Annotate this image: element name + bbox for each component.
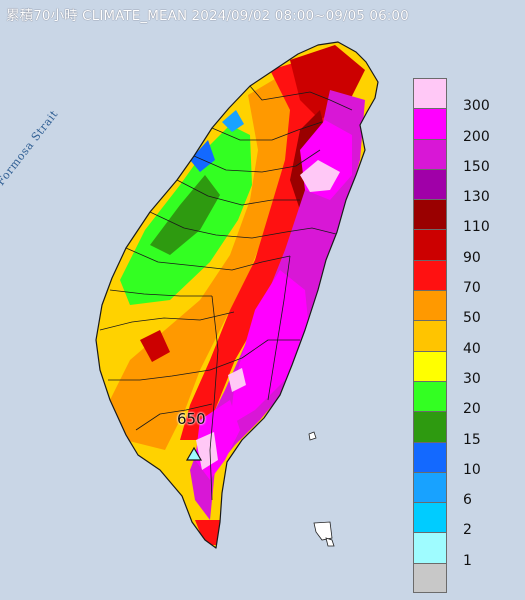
legend-swatch: [413, 562, 447, 594]
legend-row: 300: [413, 78, 513, 114]
legend-row: 90: [413, 229, 513, 266]
legend-row: 6: [413, 471, 513, 508]
legend-label: 200: [463, 128, 490, 145]
legend-swatch: [413, 259, 447, 291]
legend-label: 2: [463, 522, 472, 539]
zone-red-southtip: [195, 520, 222, 545]
legend-row: [413, 562, 513, 594]
legend-swatch: [413, 532, 447, 563]
zone-pink-central: [228, 368, 246, 392]
legend-label: 10: [463, 461, 481, 478]
legend-swatch: [413, 441, 447, 472]
legend-row: 40: [413, 320, 513, 357]
legend-swatch: [413, 78, 447, 109]
legend-label: 70: [463, 280, 481, 297]
legend-label: 15: [463, 431, 481, 448]
rainfall-legend: 300 200 150 130 110 90 70 50 40 30 20 15 10 6 2 1: [413, 78, 513, 594]
legend-swatch: [413, 502, 447, 533]
legend-swatch: [413, 108, 447, 139]
green-island: [308, 431, 317, 441]
little-orchid-island: [325, 537, 335, 547]
legend-swatch: [413, 168, 447, 200]
legend-label: 6: [463, 492, 472, 509]
legend-swatch: [413, 411, 447, 442]
legend-label: 1: [463, 552, 472, 569]
legend-row: 70: [413, 259, 513, 296]
legend-row: 30: [413, 350, 513, 387]
legend-row: 150: [413, 138, 513, 175]
legend-swatch: [413, 320, 447, 351]
legend-swatch: [413, 290, 447, 321]
triangle-marker-icon: [185, 446, 203, 461]
legend-swatch: [413, 471, 447, 503]
legend-swatch: [413, 229, 447, 260]
zone-pink-north: [300, 160, 340, 192]
legend-row: 10: [413, 441, 513, 478]
legend-row: 2: [413, 502, 513, 538]
zone-blue-hsinchu: [190, 140, 215, 172]
legend-swatch: [413, 199, 447, 230]
legend-row: 20: [413, 380, 513, 417]
legend-row: 50: [413, 290, 513, 326]
legend-row: 15: [413, 411, 513, 448]
legend-swatch: [413, 380, 447, 412]
max-marker: [185, 446, 203, 461]
legend-row: 110: [413, 199, 513, 235]
legend-label: 50: [463, 310, 481, 327]
legend-swatch: [413, 350, 447, 381]
offshore-islands: [308, 431, 335, 547]
legend-row: 130: [413, 168, 513, 205]
max-rainfall-label: 650: [177, 410, 206, 428]
county-borders: [95, 41, 379, 549]
legend-row: 200: [413, 108, 513, 145]
zone-darkgreen-northwest: [150, 175, 220, 255]
legend-label: 130: [463, 189, 490, 206]
zone-lightblue-coast: [222, 110, 244, 132]
zone-magenta-central: [230, 270, 310, 425]
legend-label: 30: [463, 370, 481, 387]
map-title: 累積70小時 CLIMATE_MEAN 2024/09/02 08:00~09/…: [6, 8, 409, 24]
legend-label: 40: [463, 340, 481, 357]
legend-label: 110: [463, 219, 490, 236]
legend-label: 20: [463, 401, 481, 418]
legend-label: 150: [463, 158, 490, 175]
legend-swatch: [413, 138, 447, 169]
legend-row: 1: [413, 532, 513, 569]
zone-darkred-southwest: [140, 330, 170, 362]
legend-label: 300: [463, 98, 490, 115]
legend-label: 90: [463, 249, 481, 266]
